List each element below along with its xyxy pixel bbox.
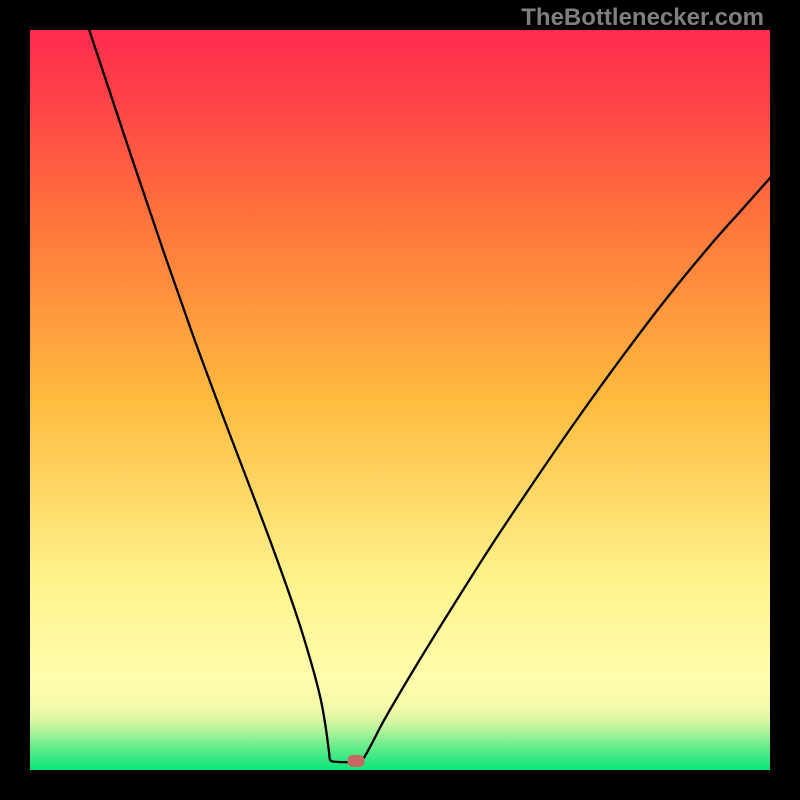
optimal-point-marker [347, 755, 364, 767]
bottleneck-curve [30, 30, 770, 770]
watermark-text: TheBottlenecker.com [521, 4, 764, 32]
plot-area [30, 30, 770, 770]
